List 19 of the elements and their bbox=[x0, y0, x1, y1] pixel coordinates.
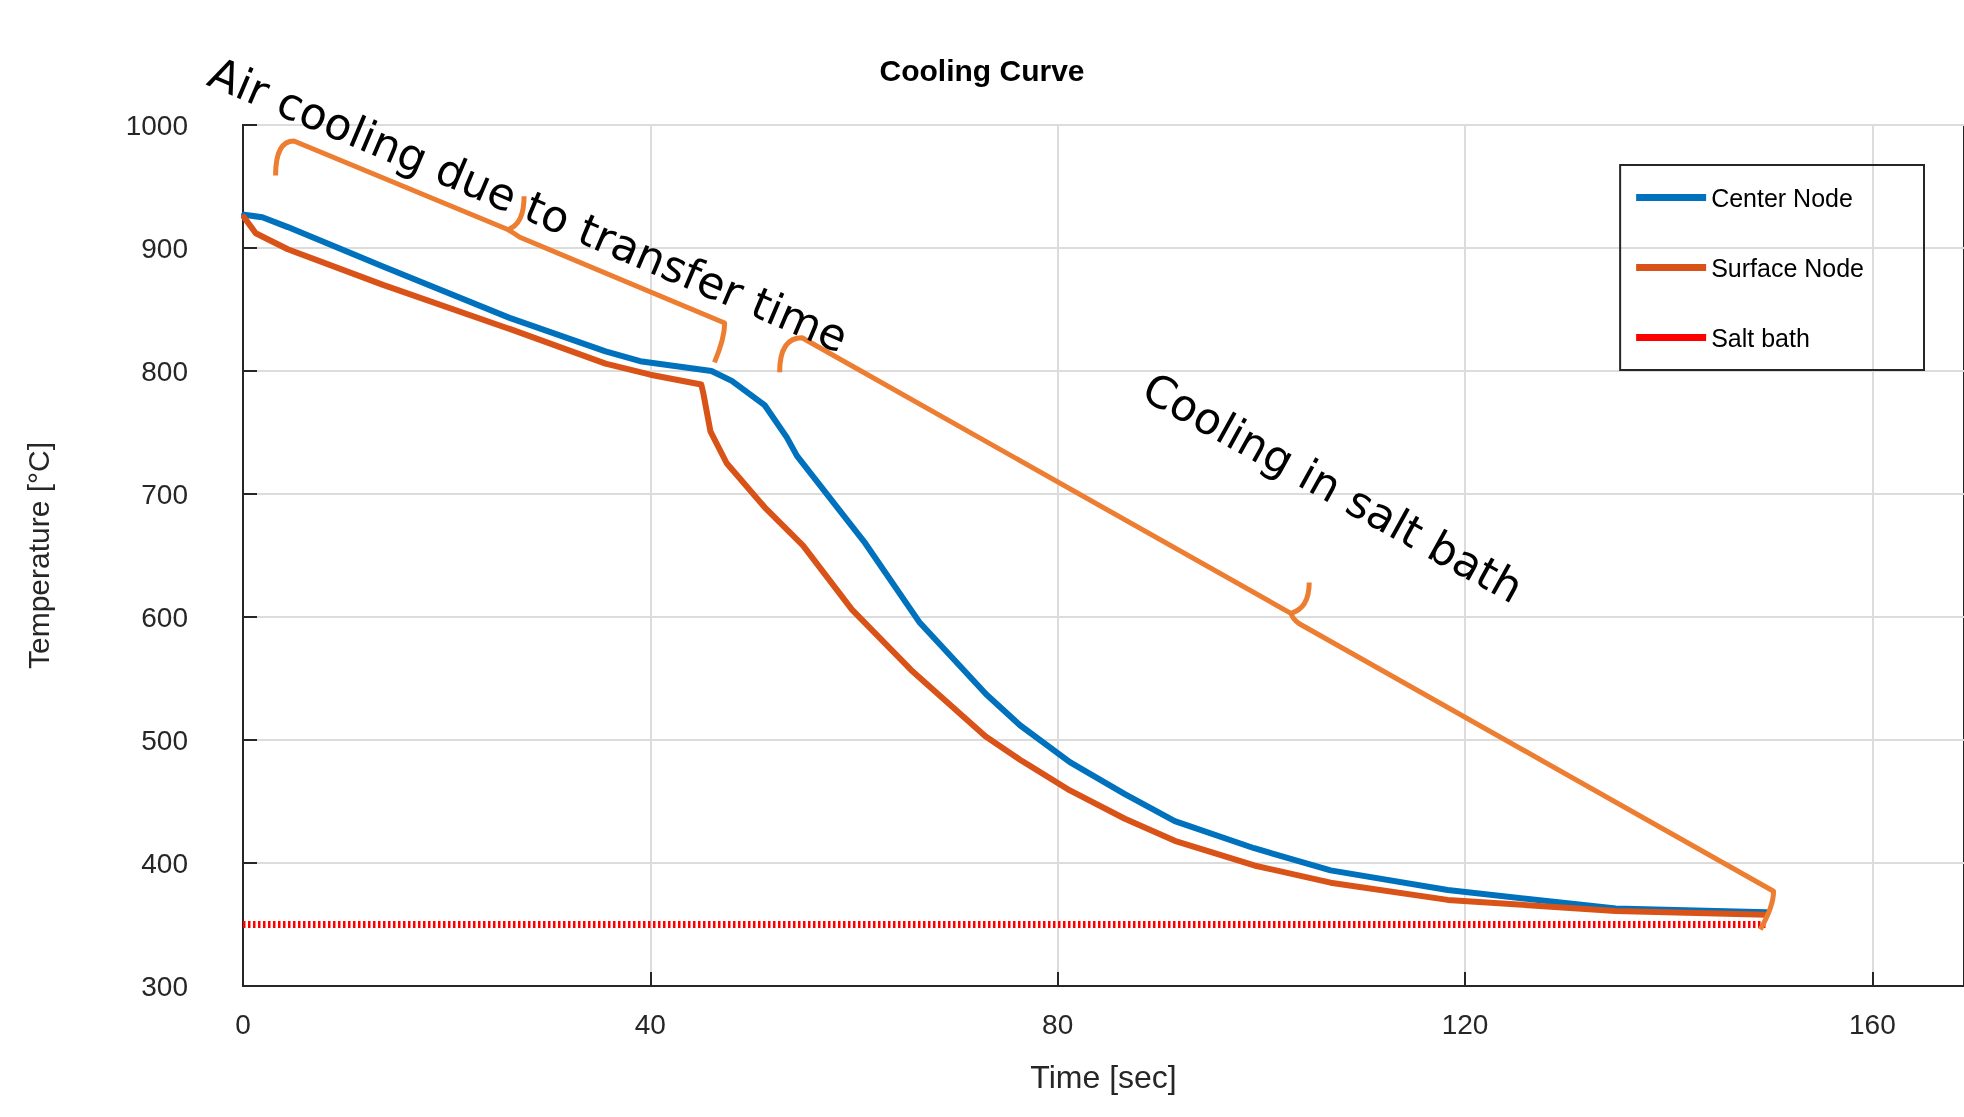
x-tick-label: 120 bbox=[1441, 1008, 1489, 1040]
legend-label: Surface Node bbox=[1711, 253, 1865, 282]
y-tick-label: 800 bbox=[141, 355, 188, 387]
x-tick-label: 40 bbox=[634, 1008, 666, 1040]
x-tick-label: 0 bbox=[235, 1008, 251, 1040]
y-axis-title: Temperature [°C] bbox=[21, 441, 55, 670]
y-tick-label: 1000 bbox=[125, 109, 188, 141]
y-tick-label: 600 bbox=[141, 601, 188, 633]
chart-title: Cooling Curve bbox=[879, 53, 1085, 87]
y-tick-label: 400 bbox=[141, 847, 188, 879]
x-tick-label: 80 bbox=[1042, 1008, 1074, 1040]
legend-label: Salt bath bbox=[1711, 323, 1810, 352]
y-tick-label: 500 bbox=[141, 724, 188, 756]
y-tick-label: 700 bbox=[141, 478, 188, 510]
legend-label: Center Node bbox=[1711, 183, 1853, 212]
y-tick-label: 900 bbox=[141, 232, 188, 264]
y-tick-label: 300 bbox=[141, 970, 188, 1002]
x-axis-title: Time [sec] bbox=[1030, 1059, 1177, 1095]
x-tick-label: 160 bbox=[1848, 1008, 1896, 1040]
